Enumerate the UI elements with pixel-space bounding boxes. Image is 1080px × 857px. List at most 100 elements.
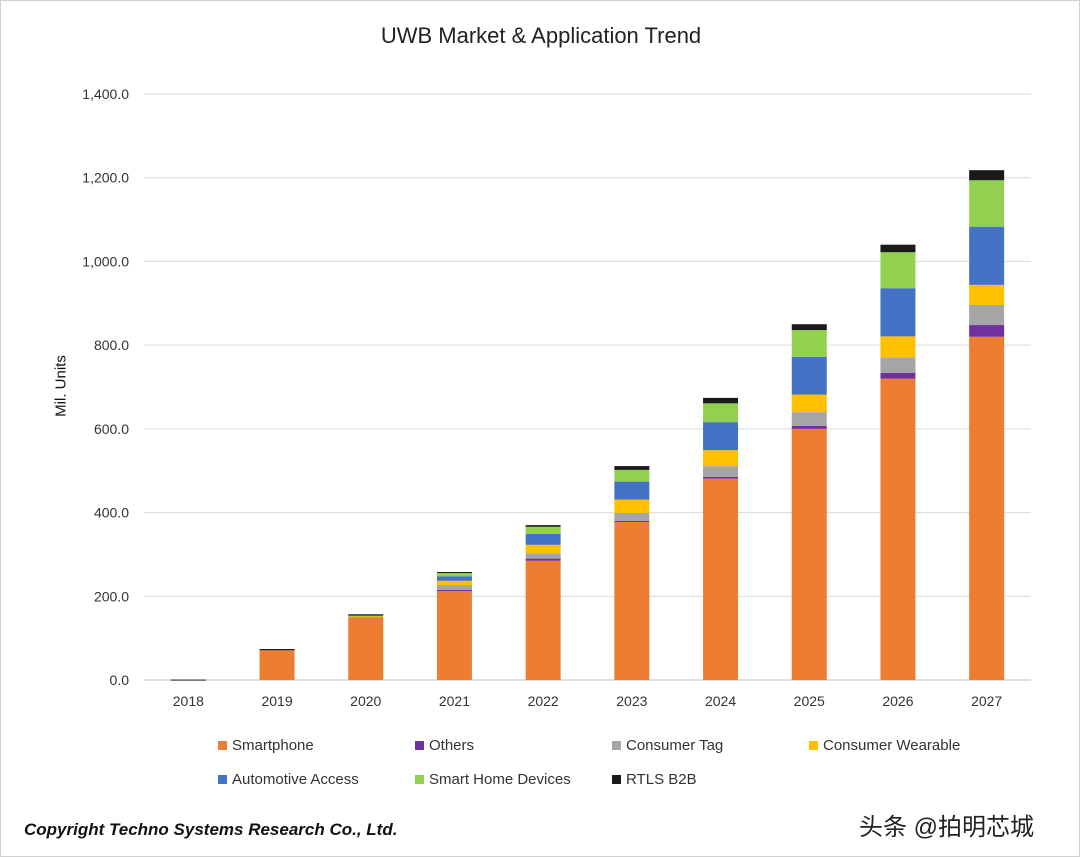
legend-item: RTLS B2B: [612, 771, 697, 788]
bar-segment: [969, 325, 1005, 337]
bar-segment: [614, 469, 650, 482]
x-tick-label: 2020: [350, 693, 381, 709]
legend-item: Smartphone: [218, 737, 314, 754]
bar-segment: [791, 412, 827, 426]
bar-segment: [703, 422, 739, 451]
x-tick-label: 2025: [794, 693, 825, 709]
bar-segment: [791, 330, 827, 357]
legend-item: Consumer Wearable: [809, 737, 960, 754]
watermark: 头条 @拍明芯城: [859, 814, 1035, 841]
bar-segment: [614, 512, 650, 521]
chart-title: UWB Market & Application Trend: [380, 23, 702, 48]
bar-segment: [969, 336, 1005, 680]
legend-label: RTLS B2B: [626, 771, 697, 788]
x-tick-label: 2023: [616, 693, 647, 709]
bar-segment: [525, 533, 561, 545]
bar-segment: [525, 544, 561, 554]
bar-segment: [880, 288, 916, 337]
x-tick-label: 2018: [173, 693, 204, 709]
bar-segment: [791, 324, 827, 331]
legend-swatch: [218, 741, 227, 750]
bar-segment: [969, 170, 1005, 181]
bar-segment: [703, 478, 739, 680]
bar-segment: [969, 304, 1005, 326]
y-tick-label: 600.0: [94, 421, 129, 437]
bar-segment: [348, 614, 384, 616]
bar-segment: [348, 615, 384, 617]
bar-segment: [436, 572, 472, 574]
bar-segment: [525, 526, 561, 534]
bar-segment: [259, 650, 295, 680]
y-tick-label: 1,400.0: [82, 86, 129, 102]
bar-segment: [880, 244, 916, 253]
bar-segment: [703, 403, 739, 423]
legend-item: Consumer Tag: [612, 737, 723, 754]
bar-segment: [525, 558, 561, 561]
y-tick-label: 400.0: [94, 505, 129, 521]
legend-label: Smartphone: [232, 737, 314, 754]
bar-segment: [170, 679, 206, 681]
legend-swatch: [218, 775, 227, 784]
legend-label: Others: [429, 737, 475, 754]
bar-segment: [614, 499, 650, 513]
bar-segment: [703, 397, 739, 404]
bar-segment: [791, 425, 827, 429]
y-tick-label: 1,000.0: [82, 253, 129, 269]
bar-segment: [880, 372, 916, 379]
bar-segment: [969, 284, 1005, 305]
bar-segment: [614, 481, 650, 500]
legend-item: Others: [415, 737, 474, 754]
bar-segment: [259, 649, 295, 651]
x-tick-label: 2027: [971, 693, 1002, 709]
bar-segment: [614, 520, 650, 522]
bar-segment: [525, 525, 561, 527]
legend-item: Automotive Access: [218, 771, 359, 788]
bar-segment: [525, 560, 561, 680]
bar-segment: [880, 357, 916, 373]
legend-swatch: [415, 775, 424, 784]
y-tick-label: 200.0: [94, 588, 129, 604]
bar-segment: [436, 590, 472, 592]
legend-label: Consumer Wearable: [823, 737, 961, 754]
bar-segment: [348, 617, 384, 680]
bar-segment: [880, 252, 916, 289]
legend-swatch: [415, 741, 424, 750]
legend-item: Smart Home Devices: [415, 771, 571, 788]
bar-segment: [436, 590, 472, 680]
bar-segment: [703, 450, 739, 467]
bar-segment: [791, 356, 827, 395]
legend-swatch: [612, 775, 621, 784]
bar-segment: [436, 580, 472, 585]
x-tick-label: 2021: [439, 693, 470, 709]
x-tick-label: 2022: [528, 693, 559, 709]
legend-swatch: [612, 741, 621, 750]
bar-segment: [791, 428, 827, 680]
bar-segment: [880, 378, 916, 680]
legend-label: Smart Home Devices: [429, 771, 571, 788]
legend-swatch: [809, 741, 818, 750]
bar-segment: [703, 466, 739, 477]
bar-segment: [969, 180, 1005, 227]
bar-segment: [614, 521, 650, 680]
y-tick-label: 800.0: [94, 337, 129, 353]
x-tick-label: 2019: [261, 693, 292, 709]
bar-segment: [969, 226, 1005, 285]
bar-segment: [436, 576, 472, 581]
bar-segment: [436, 584, 472, 591]
x-tick-label: 2026: [882, 693, 913, 709]
bar-segment: [703, 476, 739, 479]
copyright-text: Copyright Techno Systems Research Co., L…: [24, 820, 398, 839]
bar-segment: [525, 553, 561, 559]
bar-segment: [880, 336, 916, 358]
x-tick-label: 2024: [705, 693, 736, 709]
bar-segment: [348, 616, 384, 618]
bar-segment: [791, 394, 827, 413]
y-tick-label: 0.0: [110, 672, 130, 688]
bar-segment: [436, 572, 472, 577]
bar-segment: [614, 466, 650, 470]
bar-segment: [348, 615, 384, 617]
legend-label: Consumer Tag: [626, 737, 724, 754]
legend-label: Automotive Access: [232, 771, 359, 788]
